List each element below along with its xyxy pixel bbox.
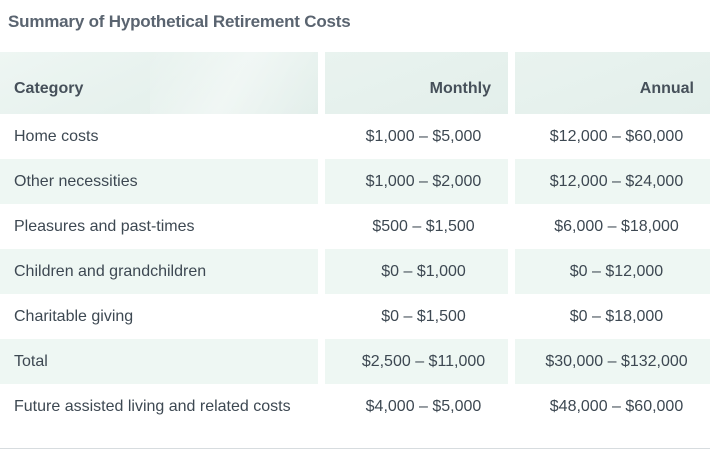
monthly-cell: $500 – $1,500: [372, 217, 475, 235]
category-cell: Home costs: [14, 127, 99, 145]
table-row: Children and grandchildren $0 – $1,000 $…: [0, 249, 710, 294]
header-decoration: [150, 52, 318, 114]
column-header-category: Category: [0, 52, 318, 114]
monthly-cell: $0 – $1,000: [325, 249, 508, 294]
annual-cell: $12,000 – $60,000: [549, 127, 684, 145]
category-cell: Other necessities: [0, 159, 318, 204]
category-cell: Pleasures and past-times: [14, 217, 195, 235]
table-row: Pleasures and past-times $500 – $1,500 $…: [0, 204, 710, 249]
annual-cell: $0 – $18,000: [569, 307, 664, 325]
monthly-cell: $4,000 – $5,000: [365, 397, 482, 415]
monthly-cell: $0 – $1,500: [381, 307, 466, 325]
table-row: Other necessities $1,000 – $2,000 $12,00…: [0, 159, 710, 204]
column-header-monthly: Monthly: [325, 52, 508, 114]
annual-cell: $6,000 – $18,000: [554, 217, 679, 235]
retirement-costs-table: Category Monthly Annual Home costs $1,00…: [0, 52, 710, 429]
table-header-row: Category Monthly Annual: [0, 52, 710, 114]
column-header-category-label: Category: [14, 80, 84, 97]
category-cell: Total: [0, 339, 318, 384]
table-row: Future assisted living and related costs…: [0, 384, 710, 429]
table-row-total: Total $2,500 – $11,000 $30,000 – $132,00…: [0, 339, 710, 384]
monthly-cell: $1,000 – $5,000: [365, 127, 482, 145]
table-row: Charitable giving $0 – $1,500 $0 – $18,0…: [0, 294, 710, 339]
table-row: Home costs $1,000 – $5,000 $12,000 – $60…: [0, 114, 710, 159]
annual-cell: $48,000 – $60,000: [549, 397, 684, 415]
annual-cell: $30,000 – $132,000: [515, 339, 710, 384]
category-cell: Future assisted living and related costs: [14, 397, 291, 415]
monthly-cell: $1,000 – $2,000: [325, 159, 508, 204]
category-cell: Charitable giving: [14, 307, 134, 325]
monthly-cell: $2,500 – $11,000: [325, 339, 508, 384]
annual-cell: $0 – $12,000: [515, 249, 710, 294]
column-header-annual: Annual: [515, 52, 710, 114]
annual-cell: $12,000 – $24,000: [515, 159, 710, 204]
category-cell: Children and grandchildren: [0, 249, 318, 294]
table-title: Summary of Hypothetical Retirement Costs: [8, 12, 351, 31]
